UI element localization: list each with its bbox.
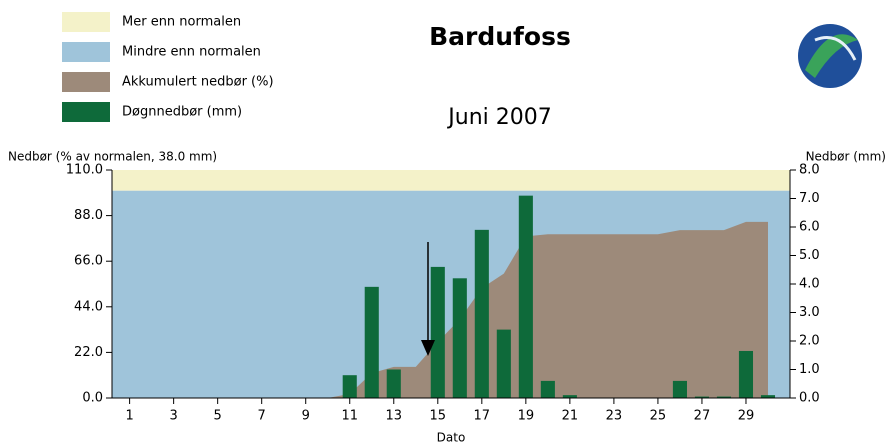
y-tick-label: 110.0	[66, 163, 103, 178]
x-tick-label: 29	[738, 409, 755, 424]
x-tick-label: 9	[302, 409, 310, 424]
legend-label: Mindre enn normalen	[122, 45, 261, 60]
bar	[760, 395, 776, 398]
x-tick-label: 11	[341, 409, 358, 424]
x-tick-label: 23	[606, 409, 623, 424]
legend-swatch	[62, 72, 110, 92]
legend-label: Mer enn normalen	[122, 15, 241, 30]
y2-tick-label: 6.0	[799, 220, 820, 235]
y2-tick-label: 4.0	[799, 277, 820, 292]
arrow	[421, 242, 435, 356]
legend-swatch	[62, 102, 110, 122]
y-tick-label: 22.0	[74, 345, 103, 360]
x-tick-label: 15	[430, 409, 447, 424]
x-tick-label: 21	[562, 409, 579, 424]
x-tick-label: 7	[258, 409, 266, 424]
bar	[342, 375, 357, 398]
y2-tick-label: 7.0	[799, 191, 820, 206]
area	[129, 221, 768, 398]
logo	[798, 24, 862, 88]
x-axis-label: Dato	[437, 431, 466, 445]
bar	[540, 380, 555, 398]
plot-area	[112, 170, 790, 398]
bar	[518, 195, 533, 398]
x-tick-label: 5	[214, 409, 222, 424]
x-tick-label: 1	[125, 409, 133, 424]
legend-swatch	[62, 42, 110, 62]
bar	[430, 266, 445, 398]
y2-axis-label: Nedbør (mm)	[806, 150, 886, 164]
bar	[562, 395, 577, 398]
x-tick-label: 25	[650, 409, 667, 424]
chart-title: Bardufoss	[429, 22, 571, 51]
chart-subtitle: Juni 2007	[446, 105, 551, 130]
legend-swatch	[62, 12, 110, 32]
bar	[716, 396, 732, 398]
x-tick-label: 17	[474, 409, 491, 424]
y2-tick-label: 1.0	[799, 362, 820, 377]
legend-label: Døgnnedbør (mm)	[122, 105, 242, 120]
x-tick-label: 27	[694, 409, 711, 424]
y-axis-label: Nedbør (% av normalen, 38.0 mm)	[8, 150, 217, 164]
band	[112, 170, 790, 191]
bar	[738, 350, 754, 398]
y2-tick-label: 8.0	[799, 163, 820, 178]
y-tick-label: 66.0	[74, 254, 103, 269]
bar	[386, 369, 401, 398]
x-tick-label: 19	[518, 409, 535, 424]
y2-tick-label: 2.0	[799, 334, 820, 349]
x-tick-label: 13	[385, 409, 402, 424]
y2-tick-label: 0.0	[799, 391, 820, 406]
bar	[694, 396, 709, 398]
y-tick-label: 44.0	[74, 299, 103, 314]
y2-tick-label: 5.0	[799, 248, 820, 263]
legend-label: Akkumulert nedbør (%)	[122, 75, 274, 90]
bar	[364, 286, 379, 398]
bar	[672, 380, 687, 398]
bar	[452, 278, 467, 398]
y2-tick-label: 3.0	[799, 305, 820, 320]
x-tick-label: 3	[169, 409, 177, 424]
bar	[496, 329, 511, 398]
bar	[474, 229, 489, 398]
y-tick-label: 0.0	[82, 391, 103, 406]
y-tick-label: 88.0	[74, 208, 103, 223]
